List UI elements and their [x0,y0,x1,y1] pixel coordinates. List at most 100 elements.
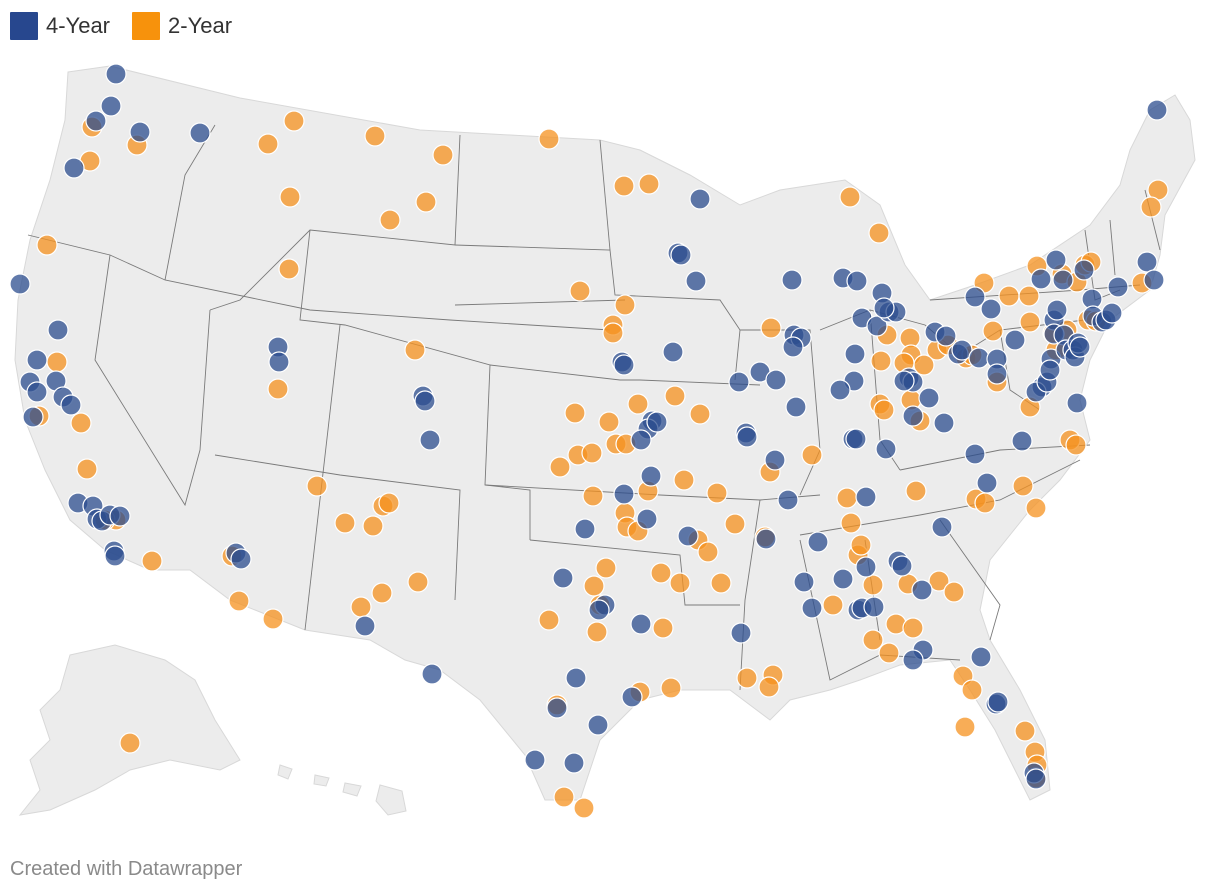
college-dot-4-year[interactable] [1039,359,1061,381]
college-dot-2-year[interactable] [928,570,950,592]
college-dot-4-year[interactable] [866,315,888,337]
college-dot-2-year[interactable] [371,582,393,604]
college-dot-2-year[interactable] [404,339,426,361]
college-dot-4-year[interactable] [268,351,290,373]
college-dot-4-year[interactable] [588,599,610,621]
college-dot-2-year[interactable] [638,173,660,195]
college-dot-2-year[interactable] [1014,720,1036,742]
college-dot-2-year[interactable] [415,191,437,213]
college-dot-4-year[interactable] [935,325,957,347]
college-dot-4-year[interactable] [764,449,786,471]
college-dot-2-year[interactable] [689,403,711,425]
college-dot-2-year[interactable] [839,186,861,208]
college-dot-2-year[interactable] [581,442,603,464]
college-dot-4-year[interactable] [782,336,804,358]
college-dot-4-year[interactable] [902,405,924,427]
college-dot-4-year[interactable] [524,749,546,771]
college-dot-2-year[interactable] [614,294,636,316]
college-dot-4-year[interactable] [685,270,707,292]
college-dot-4-year[interactable] [891,555,913,577]
college-dot-2-year[interactable] [364,125,386,147]
college-dot-2-year[interactable] [602,322,624,344]
college-dot-2-year[interactable] [1025,497,1047,519]
college-dot-4-year[interactable] [129,121,151,143]
college-dot-4-year[interactable] [414,390,436,412]
college-dot-4-year[interactable] [636,508,658,530]
college-dot-2-year[interactable] [660,677,682,699]
college-dot-2-year[interactable] [862,629,884,651]
college-dot-4-year[interactable] [846,270,868,292]
college-dot-2-year[interactable] [350,596,372,618]
college-dot-4-year[interactable] [546,697,568,719]
college-dot-2-year[interactable] [586,621,608,643]
college-dot-4-year[interactable] [807,531,829,553]
college-dot-2-year[interactable] [564,402,586,424]
college-dot-2-year[interactable] [974,492,996,514]
college-dot-2-year[interactable] [279,186,301,208]
college-dot-4-year[interactable] [736,426,758,448]
college-dot-2-year[interactable] [822,594,844,616]
college-dot-4-year[interactable] [1004,329,1026,351]
college-dot-2-year[interactable] [850,534,872,556]
college-dot-2-year[interactable] [538,609,560,631]
college-dot-2-year[interactable] [432,144,454,166]
college-dot-2-year[interactable] [697,541,719,563]
college-dot-2-year[interactable] [905,480,927,502]
college-dot-2-year[interactable] [76,458,98,480]
college-dot-4-year[interactable] [47,319,69,341]
college-dot-2-year[interactable] [582,485,604,507]
college-dot-4-year[interactable] [863,596,885,618]
college-dot-4-year[interactable] [109,505,131,527]
college-dot-4-year[interactable] [1073,259,1095,281]
college-dot-4-year[interactable] [918,387,940,409]
college-dot-4-year[interactable] [587,714,609,736]
college-dot-2-year[interactable] [378,492,400,514]
college-dot-4-year[interactable] [986,363,1008,385]
college-dot-2-year[interactable] [736,667,758,689]
college-dot-2-year[interactable] [334,512,356,534]
legend-item-4-year[interactable]: 4-Year [10,12,110,40]
college-dot-4-year[interactable] [755,528,777,550]
college-dot-4-year[interactable] [677,525,699,547]
college-dot-2-year[interactable] [836,487,858,509]
college-dot-4-year[interactable] [1025,768,1047,790]
college-dot-4-year[interactable] [563,752,585,774]
college-dot-4-year[interactable] [931,516,953,538]
college-dot-2-year[interactable] [538,128,560,150]
college-dot-4-year[interactable] [22,406,44,428]
college-dot-4-year[interactable] [1011,430,1033,452]
college-dot-4-year[interactable] [777,489,799,511]
college-dot-4-year[interactable] [354,615,376,637]
college-dot-2-year[interactable] [36,234,58,256]
college-dot-4-year[interactable] [1136,251,1158,273]
college-dot-4-year[interactable] [781,269,803,291]
college-dot-4-year[interactable] [419,429,441,451]
college-dot-4-year[interactable] [730,622,752,644]
college-dot-4-year[interactable] [1066,392,1088,414]
college-dot-4-year[interactable] [987,691,1009,713]
college-dot-4-year[interactable] [230,548,252,570]
college-dot-4-year[interactable] [1045,249,1067,271]
college-dot-4-year[interactable] [1052,269,1074,291]
legend-item-2-year[interactable]: 2-Year [132,12,232,40]
college-dot-2-year[interactable] [961,679,983,701]
college-dot-2-year[interactable] [549,456,571,478]
college-dot-2-year[interactable] [278,258,300,280]
college-dot-2-year[interactable] [573,797,595,819]
college-dot-4-year[interactable] [552,567,574,589]
college-dot-2-year[interactable] [379,209,401,231]
college-dot-2-year[interactable] [758,676,780,698]
college-dot-2-year[interactable] [760,317,782,339]
college-dot-4-year[interactable] [844,343,866,365]
college-dot-2-year[interactable] [1019,311,1041,333]
college-dot-4-year[interactable] [26,349,48,371]
college-dot-4-year[interactable] [85,110,107,132]
college-dot-4-year[interactable] [1143,269,1165,291]
college-dot-2-year[interactable] [943,581,965,603]
college-dot-4-year[interactable] [964,443,986,465]
college-dot-4-year[interactable] [621,686,643,708]
college-dot-4-year[interactable] [728,371,750,393]
college-dot-4-year[interactable] [793,571,815,593]
college-dot-2-year[interactable] [862,574,884,596]
college-dot-4-year[interactable] [933,412,955,434]
